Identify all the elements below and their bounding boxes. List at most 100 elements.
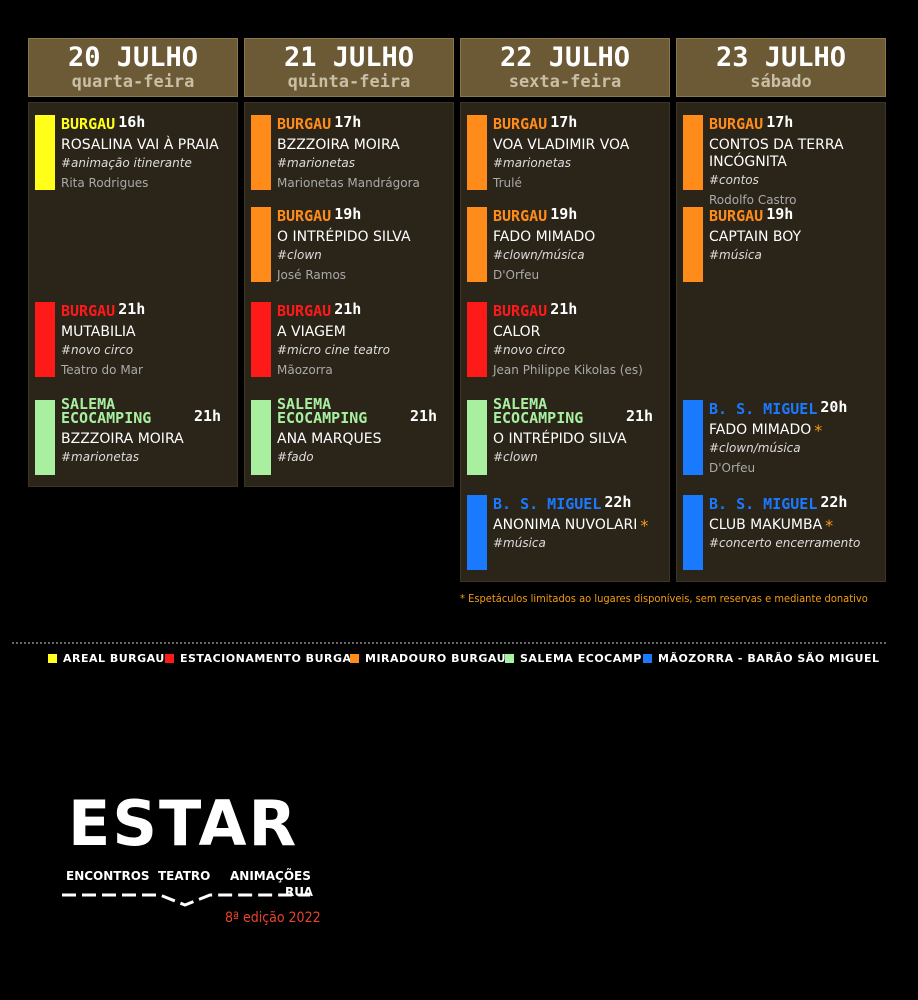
event-tag: #clown [277,248,322,262]
venue-strip [467,495,487,570]
legend-item: MIRADOURO BURGAU [350,652,506,665]
event-title-text: BZZZOIRA MOIRA [277,137,400,153]
legend-label: ESTACIONAMENTO BURGAU [180,652,361,665]
event-mark: * [640,516,649,535]
event-title: CAPTAIN BOY [709,229,889,246]
venue-strip [35,400,55,475]
event-time: 21h [118,300,146,318]
logo-road [62,893,310,907]
venue-strip [683,495,703,570]
day-weekday: quarta-feira [71,72,195,92]
venue-strip [467,302,487,377]
event: BURGAU 21h A VIAGEM #micro cine teatro Mãozo… [277,299,457,377]
venue-strip [251,302,271,377]
event-time: 17h [550,113,578,131]
event-time: 19h [766,205,794,223]
event-head: BURGAU 16h [61,112,241,132]
event-time: 20h [820,398,848,416]
event-time: 19h [550,205,578,223]
day-column [676,102,886,582]
logo-name: ESTAR [68,787,298,860]
event-title: BZZZOIRA MOIRA [61,431,241,448]
event-title-text: CONTOS DA TERRA INCÓGNITA [709,137,844,170]
event-tag: #música [493,536,546,550]
event-artist: Trulé [493,176,522,190]
event-artist: Rita Rodrigues [61,176,149,190]
event-head: BURGAU 17h [709,112,889,132]
event-tag: #novo circo [61,343,134,357]
event-tag: #concerto encerramento [709,536,861,550]
event: BURGAU 17h BZZZOIRA MOIRA #marionetas Marion… [277,112,457,190]
event-place: BURGAU [493,115,548,133]
logo-edition: 8ª edição 2022 [225,910,321,926]
legend-item: AREAL BURGAU [48,652,165,665]
day-date: 20 JULHO [67,42,199,73]
event-head: BURGAU 19h [277,204,457,224]
event-head: BURGAU 19h [493,204,673,224]
event-title-text: BZZZOIRA MOIRA [61,431,184,447]
event-artist: José Ramos [277,268,347,282]
event-head: SALEMA ECOCAMPING 21h [61,397,241,426]
event-time: 19h [334,205,362,223]
event-head: BURGAU 17h [277,112,457,132]
legend-item: ESTACIONAMENTO BURGAU [165,652,361,665]
legend-item: SALEMA ECOCAMP [505,652,642,665]
event-title: BZZZOIRA MOIRA [277,137,457,154]
event-time: 22h [604,493,632,511]
day-weekday: sábado [750,72,812,92]
event-time: 22h [820,493,848,511]
day-header: 20 JULHO quarta-feira [28,38,238,97]
event-title: ANA MARQUES [277,431,457,448]
event-title: MUTABILIA [61,324,241,341]
event-mark: * [825,516,834,535]
event-place: SALEMA ECOCAMPING [277,395,368,427]
event-title: ANONIMA NUVOLARI * [493,517,673,534]
event: B. S. MIGUEL 22h ANONIMA NUVOLARI * #música [493,492,673,550]
event-head: BURGAU 21h [277,299,457,319]
event-time: 21h [626,407,654,425]
legend-swatch [643,654,652,663]
event-head: B. S. MIGUEL 20h [709,397,889,418]
logo-word: ANIMAÇÕES [230,868,311,883]
event-title-text: FADO MIMADO [709,422,812,438]
legend-swatch [165,654,174,663]
event-artist: Jean Philippe Kikolas (es) [493,363,643,377]
event-title-text: ANA MARQUES [277,431,382,447]
legend-label: MIRADOURO BURGAU [365,652,507,665]
day-date: 21 JULHO [283,42,415,73]
event-title-text: O INTRÉPIDO SILVA [277,229,411,245]
event: BURGAU 19h CAPTAIN BOY #música [709,204,889,262]
event: BURGAU 17h CONTOS DA TERRA INCÓGNITA #conto… [709,112,889,207]
event-artist: Marionetas Mandrágora [277,176,420,190]
event-time: 21h [334,300,362,318]
event-place: B. S. MIGUEL [709,400,818,418]
event-title: FADO MIMADO * [709,422,889,439]
day-weekday: quinta-feira [287,72,411,92]
event-artist: D'Orfeu [493,268,540,282]
day-header: 21 JULHO quinta-feira [244,38,454,97]
event-artist: Teatro do Mar [61,363,143,377]
event-place: B. S. MIGUEL [493,495,602,513]
legend-swatch [350,654,359,663]
event-tag: #música [709,248,762,262]
event-time: 21h [410,407,438,425]
day-weekday: sexta-feira [508,72,622,92]
event-tag: #contos [709,173,759,187]
venue-strip [251,115,271,190]
event-title: O INTRÉPIDO SILVA [493,431,673,448]
venue-strip [35,115,55,190]
event: SALEMA ECOCAMPING 21h BZZZOIRA MOIRA #mario… [61,397,241,465]
venue-strip [251,207,271,282]
event: BURGAU 19h O INTRÉPIDO SILVA #clown José Ram… [277,204,457,282]
day-column [244,102,454,487]
event-head: B. S. MIGUEL 22h [493,492,673,513]
event-title: CALOR [493,324,673,341]
event: SALEMA ECOCAMPING 21h O INTRÉPIDO SILVA #cl… [493,397,673,465]
event: BURGAU 21h MUTABILIA #novo circo Teatro do M… [61,299,241,377]
event-tag: #animação itinerante [61,156,192,170]
event-title-text: ROSALINA VAI À PRAIA [61,137,219,153]
event-time: 16h [118,113,146,131]
logo-word: RUA [285,885,314,899]
event-artist: D'Orfeu [709,461,756,475]
